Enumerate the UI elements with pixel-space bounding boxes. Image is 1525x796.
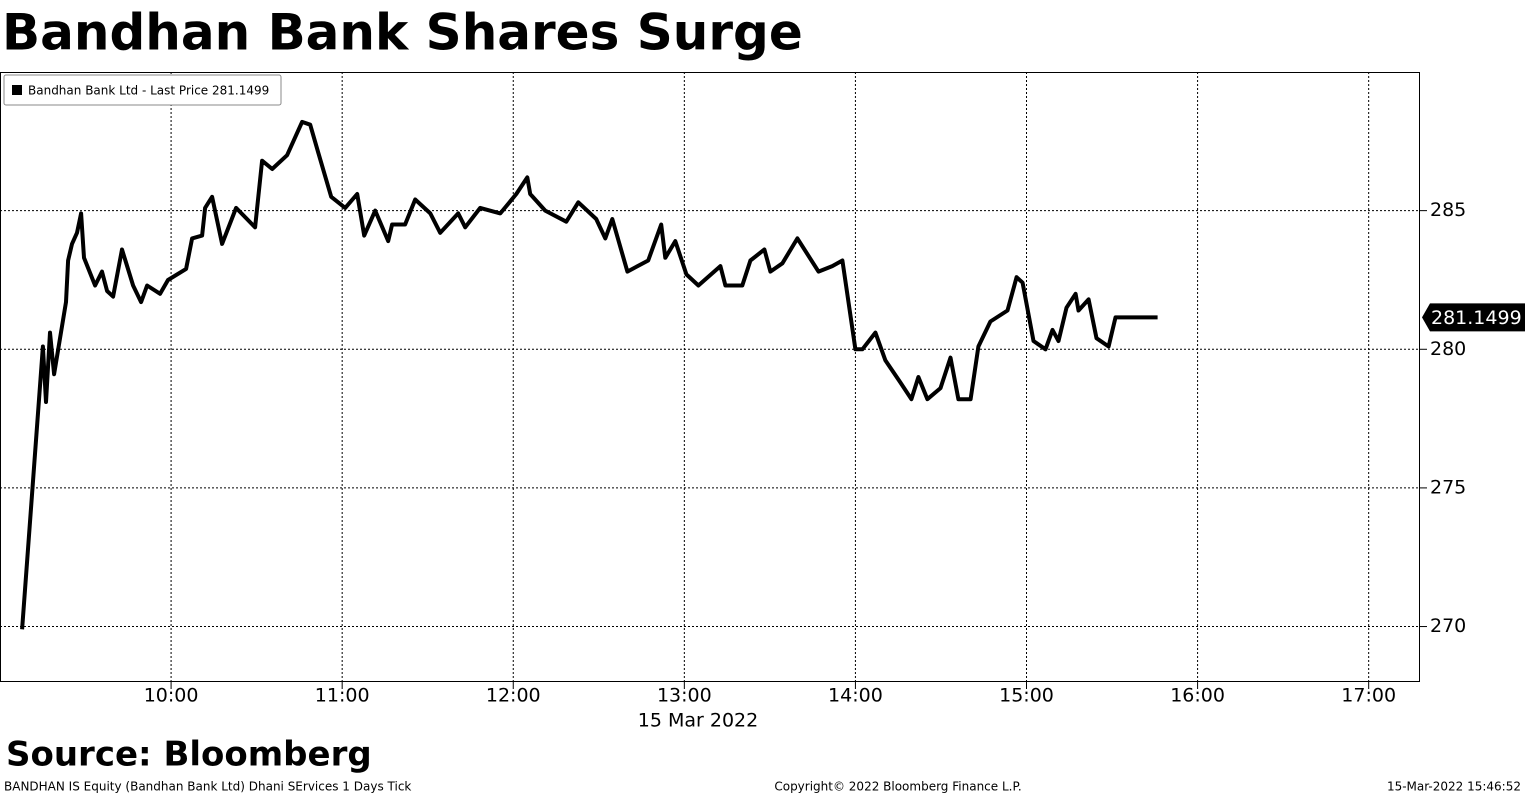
x-tick-label: 14:00 [828, 685, 883, 707]
x-axis-label: 15 Mar 2022 [638, 710, 758, 732]
plot-frame [0, 72, 1420, 682]
chart-title: Bandhan Bank Shares Surge [2, 4, 803, 62]
x-tick-label: 16:00 [1170, 685, 1225, 707]
last-price-badge [1422, 303, 1525, 332]
y-tick-label: 275 [1430, 476, 1466, 498]
last-price-label: 281.1499 [1431, 307, 1522, 329]
x-tick-label: 15:00 [999, 685, 1054, 707]
y-tick-label: 280 [1430, 338, 1466, 360]
legend-label: Bandhan Bank Ltd - Last Price 281.1499 [28, 84, 269, 98]
y-tick-label: 285 [1430, 199, 1466, 221]
x-tick-label: 17:00 [1341, 685, 1396, 707]
x-tick-label: 10:00 [144, 685, 199, 707]
legend-box [3, 74, 282, 106]
x-tick-label: 13:00 [657, 685, 712, 707]
footer-right: 15-Mar-2022 15:46:52 [1387, 780, 1521, 794]
price-line [20, 119, 1158, 630]
footer-center: Copyright© 2022 Bloomberg Finance L.P. [774, 780, 1021, 794]
footer-left: BANDHAN IS Equity (Bandhan Bank Ltd) Dha… [4, 780, 411, 794]
x-tick-label: 12:00 [486, 685, 541, 707]
x-tick-label: 11:00 [315, 685, 370, 707]
legend-swatch [12, 85, 22, 95]
y-tick-label: 270 [1430, 615, 1466, 637]
source: Source: Bloomberg [6, 735, 372, 775]
